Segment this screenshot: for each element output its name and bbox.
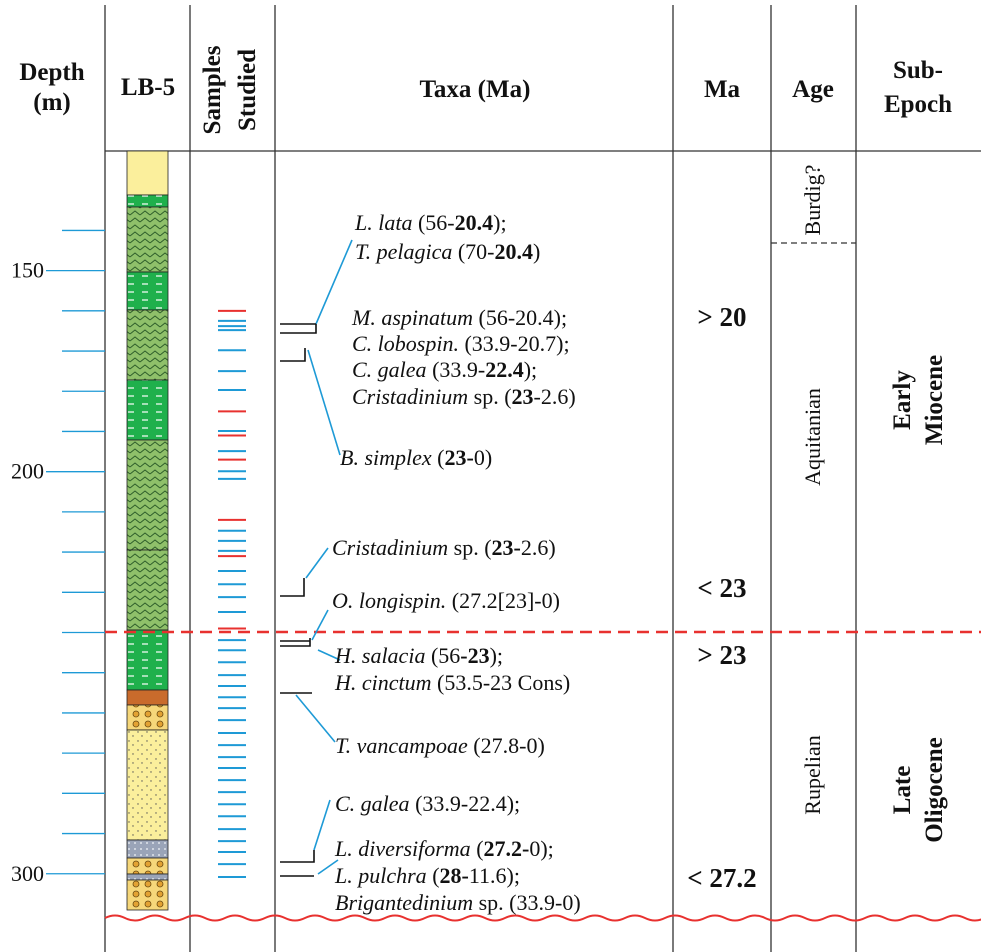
header-depth: Depth [19, 59, 84, 86]
taxon-part: 20.4 [455, 210, 494, 235]
header-well: LB-5 [121, 74, 175, 101]
taxon: L. pulchra (28-11.6); [334, 863, 520, 888]
age-label: Aquitanian [800, 388, 825, 486]
header-age: Age [792, 76, 834, 103]
header-depth-unit: (m) [33, 89, 70, 116]
taxon-part: 0); [529, 836, 553, 861]
sub-epoch: Early [889, 370, 916, 430]
header-sub-epoch: Sub- [893, 57, 943, 84]
unconformity [104, 914, 981, 922]
taxon: H. cinctum (53.5-23 Cons) [334, 670, 570, 695]
taxon-part: L. diversiforma [334, 836, 471, 861]
taxon: T. vancampoae (27.8-0) [335, 733, 545, 758]
taxon-part: 0) [474, 445, 492, 470]
taxon-part: M. aspinatum [351, 305, 473, 330]
taxon-part: (56- [412, 210, 454, 235]
taxon: Cristadinium sp. (23-2.6) [332, 535, 556, 560]
taxon-part: ); [493, 210, 506, 235]
taxon-part: T. vancampoae [335, 733, 468, 758]
frame [104, 5, 981, 952]
header-samples: Studied [234, 49, 261, 131]
taxon-part: (70- [452, 239, 494, 264]
ma-label: > 23 [697, 640, 746, 670]
header-samples: Samples [199, 45, 226, 134]
taxon-part: sp. (33.9-0) [473, 890, 581, 915]
leaders [280, 239, 353, 877]
taxon-part: (27.2[23]-0) [446, 588, 560, 613]
taxon-part: sp. ( [448, 535, 491, 560]
taxon-part: (27.8-0) [468, 733, 545, 758]
taxon-part: (33.9- [427, 357, 486, 382]
taxon: T. pelagica (70-20.4) [355, 239, 540, 264]
taxon-part: 22.4 [485, 357, 524, 382]
taxon-part: sp. ( [468, 384, 511, 409]
header-ma: Ma [704, 76, 741, 103]
taxon-part: (53.5-23 Cons) [432, 670, 571, 695]
taxon-part: ); [524, 357, 537, 382]
sub-epoch: Late [889, 766, 916, 815]
age-label: Burdig? [800, 165, 825, 236]
taxon-part: (33.9-22.4); [410, 791, 521, 816]
taxon-part: -23 [460, 643, 489, 668]
depth-label: 150 [11, 258, 44, 283]
taxon-part: Cristadinium [332, 535, 448, 560]
taxon: Cristadinium sp. (23-2.6) [352, 384, 576, 409]
taxon: L. lata (56-20.4); [354, 210, 507, 235]
taxon-part: 11.6); [469, 863, 520, 888]
sub-epoch: Oligocene [921, 737, 948, 843]
taxon: C. lobospin. (33.9-20.7); [352, 331, 570, 356]
taxon-part: 23- [444, 445, 473, 470]
taxon-part: Cristadinium [352, 384, 468, 409]
taxon: O. longispin. (27.2[23]-0) [332, 588, 560, 613]
depth-label: 300 [11, 861, 44, 886]
taxon-part: ( [432, 445, 445, 470]
taxon-part: H. cinctum [334, 670, 432, 695]
taxon-part: ) [533, 239, 540, 264]
taxon-part: C. galea [352, 357, 427, 382]
taxon: B. simplex (23-0) [340, 445, 492, 470]
taxon-part: C. galea [335, 791, 410, 816]
taxon-part: 23 [512, 384, 534, 409]
age-label: Rupelian [800, 735, 825, 814]
taxon-part: 28- [440, 863, 469, 888]
header-sub-epoch: Epoch [884, 91, 952, 118]
taxon-part: B. simplex [340, 445, 432, 470]
header-taxa: Taxa (Ma) [420, 76, 531, 103]
taxon-part: ); [490, 643, 503, 668]
taxon-part: 20.4 [495, 239, 534, 264]
taxon-part: L. pulchra [334, 863, 427, 888]
taxon-part: L. lata [354, 210, 412, 235]
taxon-part: (33.9-20.7); [459, 331, 570, 356]
taxon: Brigantedinium sp. (33.9-0) [335, 890, 581, 915]
taxon-part: T. pelagica [355, 239, 452, 264]
depth-label: 200 [11, 459, 44, 484]
taxon-part: -2.6) [534, 384, 576, 409]
taxon-part: C. lobospin. [352, 331, 459, 356]
ma-label: < 23 [697, 573, 746, 603]
ma-label: < 27.2 [687, 863, 756, 893]
taxon-part: (56-20.4); [473, 305, 567, 330]
sub-epoch: Miocene [921, 355, 948, 445]
lithology-column [126, 150, 169, 911]
taxon-part: O. longispin. [332, 588, 446, 613]
taxon: L. diversiforma (27.2-0); [334, 836, 554, 861]
ma-label: > 20 [697, 302, 746, 332]
taxon-part: ( [427, 863, 440, 888]
taxon-part: 2.6) [521, 535, 556, 560]
taxon: C. galea (33.9-22.4); [352, 357, 537, 382]
taxon: H. salacia (56-23); [334, 643, 503, 668]
taxon-part: H. salacia [334, 643, 425, 668]
taxon-part: ( [471, 836, 484, 861]
taxon-part: Brigantedinium [335, 890, 473, 915]
taxon-part: (56 [425, 643, 460, 668]
taxon: M. aspinatum (56-20.4); [351, 305, 567, 330]
taxon-part: 27.2- [484, 836, 530, 861]
taxon-part: 23- [492, 535, 521, 560]
taxon: C. galea (33.9-22.4); [335, 791, 520, 816]
